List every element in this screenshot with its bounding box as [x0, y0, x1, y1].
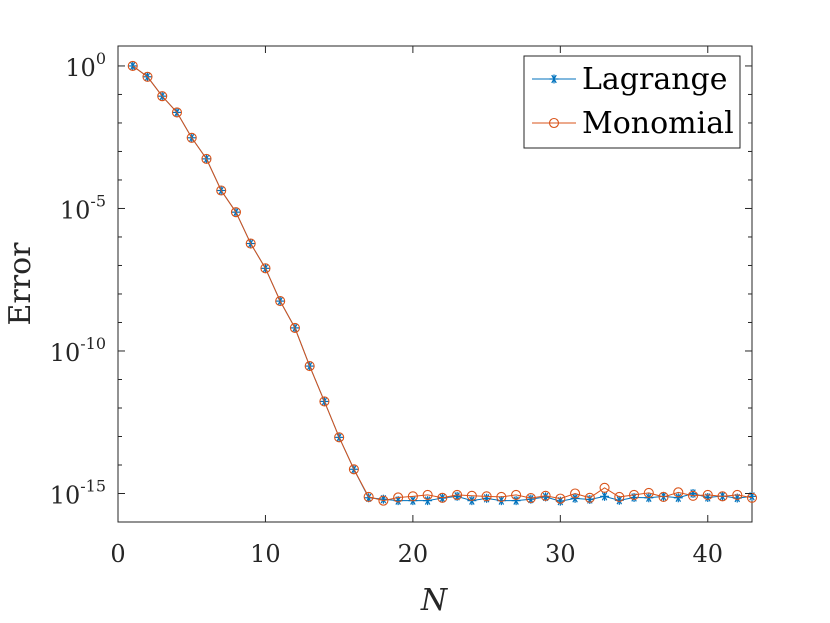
monomial-point	[673, 487, 684, 498]
monomial-point	[304, 361, 315, 372]
x-tick-label: 10	[250, 540, 281, 568]
monomial-point	[525, 493, 536, 504]
monomial-point	[702, 489, 713, 500]
monomial-point	[201, 153, 212, 164]
monomial-point	[230, 207, 242, 218]
monomial-point	[378, 495, 389, 506]
monomial-point	[643, 487, 654, 498]
monomial-point	[540, 490, 551, 501]
x-tick-label: 20	[398, 540, 429, 568]
y-tick-label: 100	[65, 49, 106, 82]
legend-label: Monomial	[582, 106, 734, 141]
lagrange-point	[673, 493, 683, 503]
monomial-point	[732, 489, 743, 500]
monomial-line	[132, 65, 753, 502]
y-tick-label: 10-15	[50, 476, 106, 509]
monomial-point	[628, 489, 640, 500]
monomial-point	[245, 238, 256, 249]
legend-entry-lagrange: Lagrange	[532, 62, 728, 97]
monomial-point	[437, 492, 448, 503]
legend: Lagrange Monomial	[523, 55, 741, 149]
monomial-point	[452, 489, 463, 500]
x-tick-label: 0	[110, 540, 125, 568]
monomial-point	[687, 490, 699, 501]
x-axis-title: N	[420, 583, 449, 618]
monomial-point	[407, 491, 418, 502]
monomial-point	[363, 491, 374, 502]
monomial-point	[496, 491, 507, 502]
monomial-point	[275, 296, 286, 307]
monomial-point	[584, 492, 595, 503]
plot-frame	[117, 45, 753, 523]
monomial-point	[555, 493, 566, 504]
monomial-point	[511, 489, 522, 500]
monomial-point	[614, 491, 625, 502]
legend-label: Lagrange	[582, 62, 728, 97]
monomial-point	[319, 396, 330, 407]
lagrange-point	[600, 491, 610, 501]
lagrange-point	[511, 496, 521, 506]
legend-marker	[549, 74, 559, 84]
monomial-point	[348, 464, 359, 475]
x-tick-label: 40	[692, 540, 723, 568]
series-monomial	[127, 60, 758, 506]
monomial-point	[142, 71, 153, 82]
monomial-point	[186, 132, 197, 143]
lagrange-point	[423, 496, 433, 506]
monomial-point	[157, 91, 168, 102]
monomial-point	[289, 322, 300, 333]
monomial-point	[216, 185, 227, 196]
legend-box	[523, 55, 741, 149]
monomial-point	[466, 490, 477, 501]
monomial-point	[393, 492, 404, 503]
monomial-point	[570, 488, 581, 499]
monomial-point	[422, 489, 433, 500]
monomial-point	[127, 60, 138, 72]
y-axis-title: Error	[3, 242, 38, 326]
legend-entry-monomial: Monomial	[532, 106, 734, 141]
monomial-point	[260, 263, 271, 274]
monomial-point	[334, 432, 345, 443]
y-tick-label: 10-10	[50, 334, 106, 367]
lagrange-point	[688, 488, 698, 498]
monomial-point	[717, 491, 728, 502]
monomial-point	[171, 107, 183, 118]
y-tick-label: 10-5	[60, 191, 106, 224]
monomial-point	[658, 491, 669, 502]
legend-marker	[548, 117, 560, 129]
x-tick-label: 30	[545, 540, 576, 568]
monomial-point	[481, 491, 492, 502]
monomial-point	[599, 482, 610, 493]
